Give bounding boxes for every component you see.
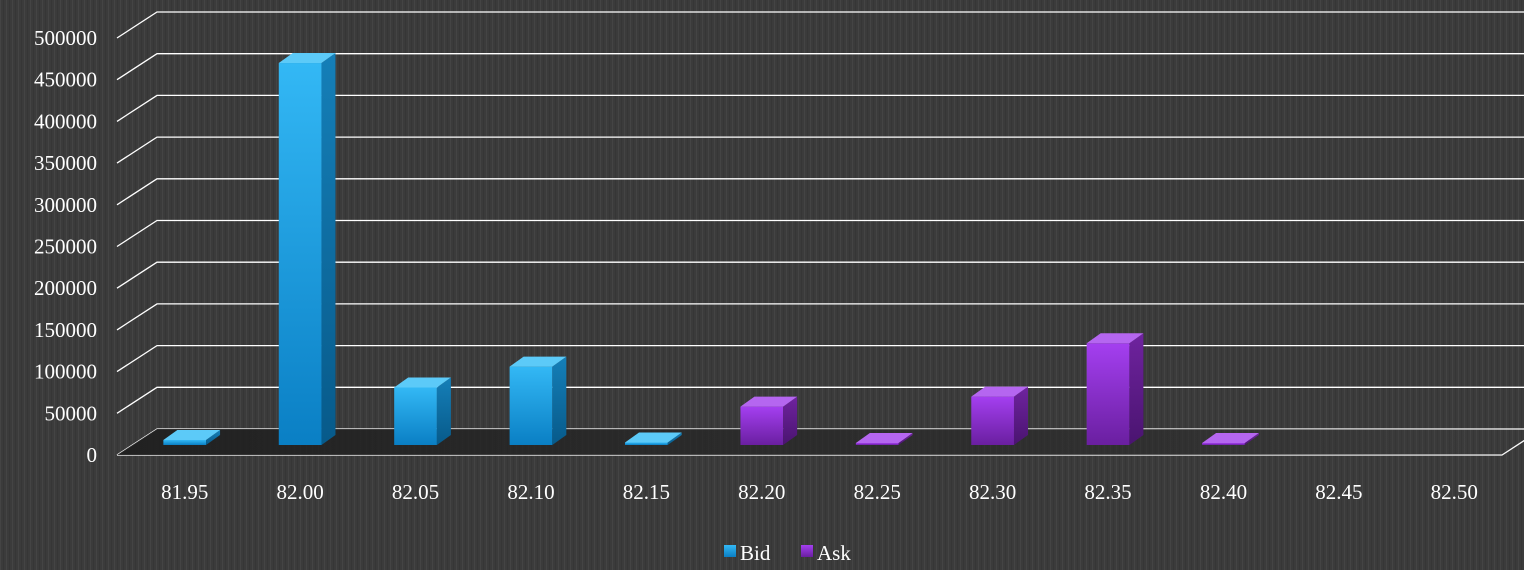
gridline-8 (116, 94, 1524, 122)
x-tick-label-7: 82.30 (969, 480, 1016, 504)
legend-item-ask: Ask (801, 541, 851, 565)
bar-front (855, 443, 899, 445)
x-tick-label-10: 82.45 (1315, 480, 1362, 504)
legend: Bid Ask (724, 541, 851, 565)
bar-side (321, 53, 336, 445)
gridline-10 (116, 11, 1524, 39)
bar-ask-82.40 (1202, 433, 1259, 445)
bar-ask-82.30 (971, 386, 1028, 445)
y-tick-label-1: 50000 (45, 401, 98, 425)
bar-side (1244, 433, 1259, 445)
gridlines (116, 11, 1524, 456)
x-tick-label-2: 82.05 (392, 480, 439, 504)
bars (163, 53, 1259, 445)
y-tick-label-2: 100000 (34, 360, 97, 384)
bar-front (1202, 443, 1245, 445)
bar-top (740, 396, 798, 407)
gridline-6 (116, 178, 1524, 206)
bar-top (625, 432, 682, 443)
chart-floor (117, 429, 1524, 455)
bar-top (278, 53, 336, 64)
bar-side (898, 433, 913, 445)
bar-front (394, 387, 437, 445)
y-tick-label-9: 450000 (34, 68, 97, 92)
bar-bid-82.05 (394, 377, 451, 445)
gridline-3 (116, 303, 1524, 331)
gridline-5 (116, 219, 1524, 248)
x-tick-label-9: 82.40 (1200, 480, 1247, 504)
legend-label-ask: Ask (817, 541, 851, 565)
gridline-4 (116, 261, 1524, 289)
x-tick-label-8: 82.35 (1084, 480, 1131, 504)
x-tick-label-1: 82.00 (277, 480, 324, 504)
bar-ask-82.25 (855, 433, 913, 445)
bar-top (163, 429, 221, 440)
bar-front (1086, 343, 1130, 445)
y-tick-label-7: 350000 (34, 151, 97, 175)
gridline-2 (116, 344, 1524, 373)
legend-swatch-bid (724, 545, 736, 557)
bar-side (552, 356, 567, 445)
bar-side (667, 432, 682, 445)
bar-front (971, 396, 1014, 445)
bar-top (1202, 433, 1259, 443)
gridline-7 (116, 136, 1524, 164)
gridline-9 (116, 53, 1524, 81)
bar-bid-81.95 (163, 429, 221, 445)
legend-swatch-ask (801, 545, 813, 557)
y-axis-ticks: 0 50000 100000 150000 200000 250000 300000 3500… (34, 26, 97, 467)
y-tick-label-4: 200000 (34, 276, 97, 300)
bar-side (783, 396, 798, 445)
x-tick-label-11: 82.50 (1431, 480, 1478, 504)
bar-bid-82.15 (625, 432, 682, 445)
y-tick-label-8: 400000 (34, 109, 97, 133)
bar-top (394, 377, 451, 388)
y-tick-label-6: 300000 (34, 193, 97, 217)
bar-side (206, 429, 221, 445)
x-tick-label-3: 82.10 (507, 480, 554, 504)
x-axis-ticks: 81.95 82.00 82.05 82.10 82.15 82.20 82.25 82.30… (161, 480, 1478, 504)
bar-top (1086, 333, 1144, 344)
bar-top (855, 433, 913, 443)
x-tick-label-4: 82.15 (623, 480, 670, 504)
bar-front (163, 439, 207, 445)
bar-side (436, 377, 451, 445)
bar-bid-82.10 (509, 356, 567, 445)
legend-item-bid: Bid (724, 541, 771, 565)
bar-front (278, 63, 322, 445)
bar-bid-82.00 (278, 53, 336, 445)
y-tick-label-0: 0 (87, 443, 98, 467)
x-tick-label-6: 82.25 (854, 480, 901, 504)
bar-side (1013, 386, 1028, 445)
bar-front (740, 406, 784, 445)
bar-front (509, 366, 553, 445)
y-tick-label-3: 150000 (34, 318, 97, 342)
x-tick-label-5: 82.20 (738, 480, 785, 504)
bar-top (971, 386, 1028, 397)
bar-front (625, 442, 668, 445)
x-tick-label-0: 81.95 (161, 480, 208, 504)
legend-label-bid: Bid (740, 541, 771, 565)
gridline-1 (116, 386, 1524, 414)
bar-side (1129, 333, 1144, 445)
bar-top (509, 356, 567, 367)
bar-ask-82.35 (1086, 333, 1144, 445)
bar-ask-82.20 (740, 396, 798, 445)
y-tick-label-10: 500000 (34, 26, 97, 50)
y-tick-label-5: 250000 (34, 235, 97, 259)
